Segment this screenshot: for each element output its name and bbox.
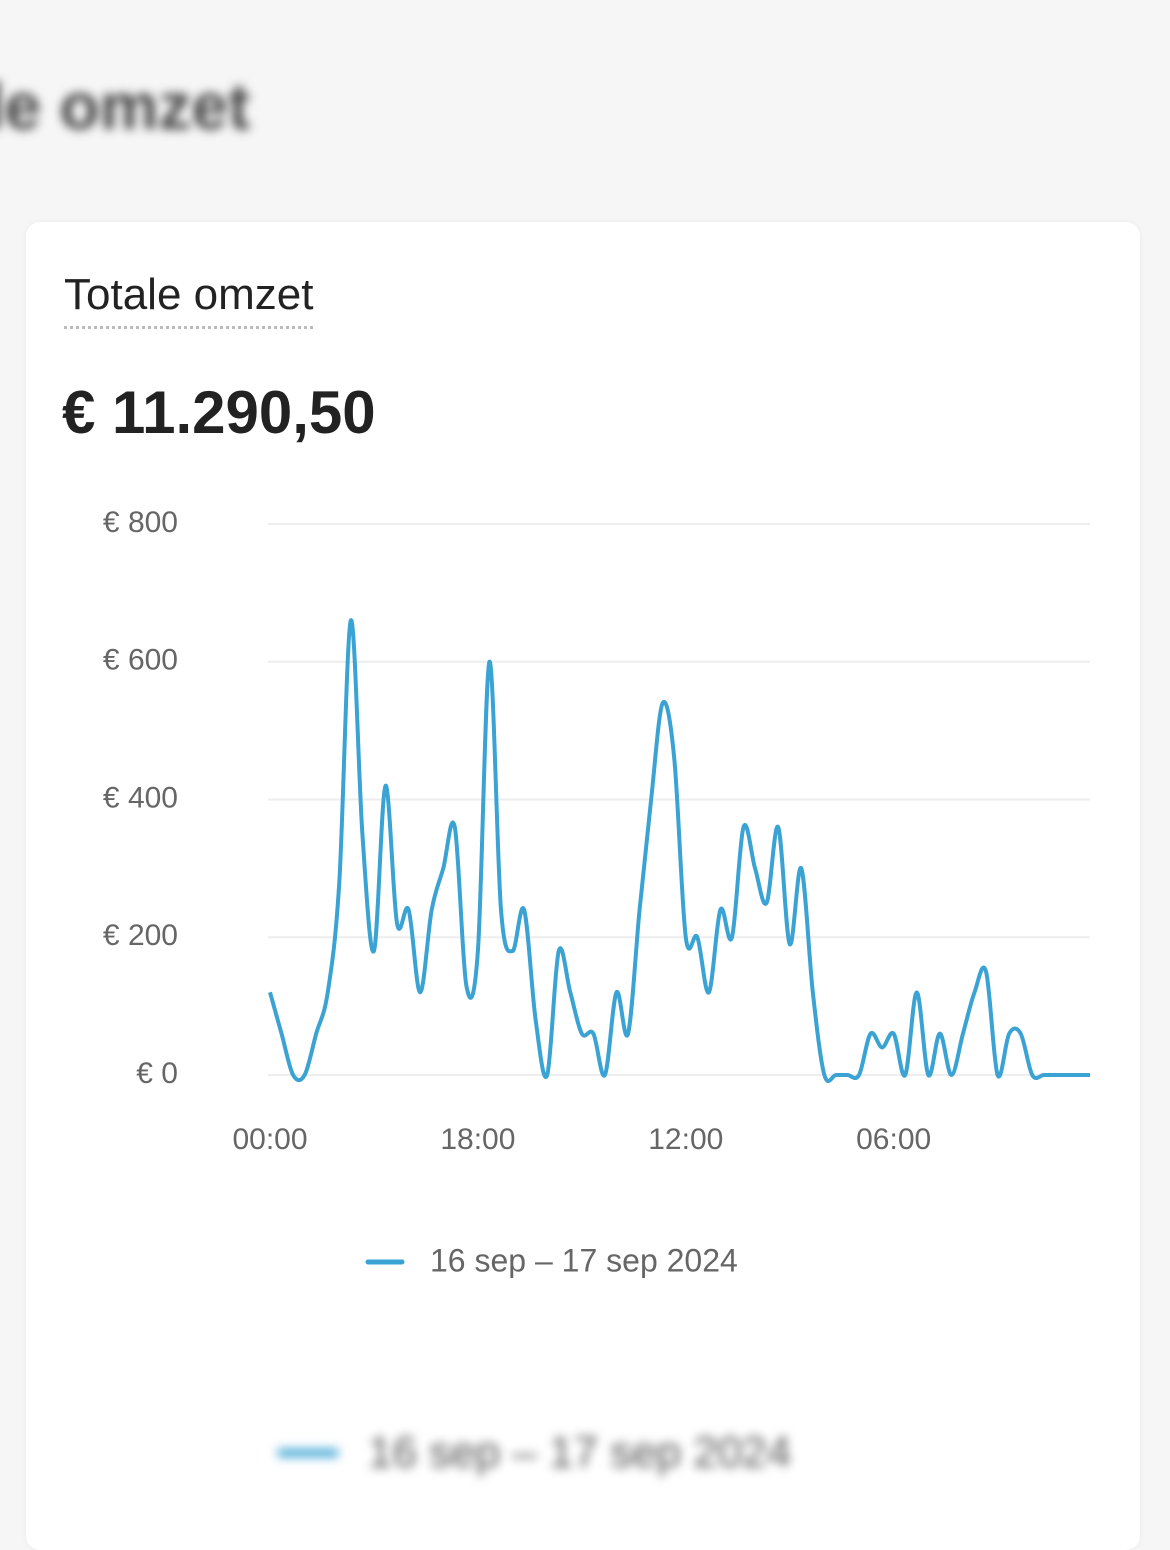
total-value: € 11.290,50 [62,379,376,446]
legend-text: 16 sep – 17 sep 2024 [368,1428,792,1477]
card-title[interactable]: Totale omzet [64,270,314,329]
card: Totale omzet € 11.290,50 [26,222,1140,1550]
chart: € 0 € 200 € 400 € 600 € 800 00:00 18:00 12:00 06… [103,506,1090,1278]
y-tick-label: € 0 [136,1057,178,1090]
x-tick-label: 06:00 [856,1123,931,1156]
series-line [268,618,1090,1084]
x-tick-label: 18:00 [440,1123,515,1156]
x-tick-label: 00:00 [232,1123,307,1156]
y-tick-label: € 400 [103,781,178,814]
background-legend: 16 sep – 17 sep 2024 [278,1428,791,1478]
legend-label: 16 sep – 17 sep 2024 [430,1242,738,1278]
legend-swatch [278,1449,338,1457]
y-tick-label: € 200 [103,919,178,952]
x-tick-label: 12:00 [648,1123,723,1156]
y-tick-label: € 800 [103,506,178,539]
background-title: le omzet [0,69,251,143]
y-tick-label: € 600 [103,644,178,677]
